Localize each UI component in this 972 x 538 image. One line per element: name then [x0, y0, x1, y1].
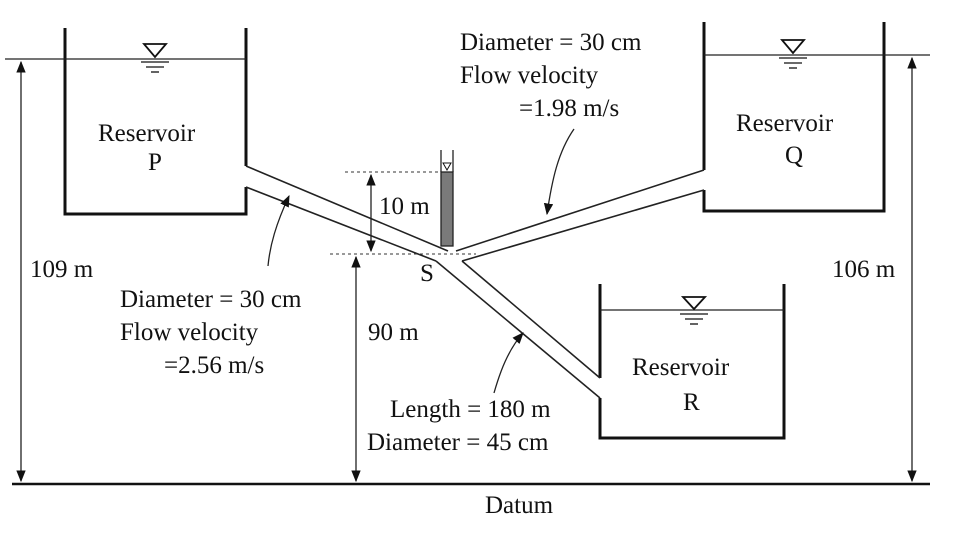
reservoir-r: Reservoir R: [598, 284, 786, 440]
pipe-q-lower-edge: [461, 189, 705, 262]
reservoir-p-elevation-label: 109 m: [30, 256, 94, 283]
pipe-p-leader: [267, 194, 290, 267]
reservoir-p-walls: [63, 28, 248, 216]
pipe-p-velocity-label: Flow velocity: [120, 319, 259, 346]
junction-elevation-label: 90 m: [368, 319, 419, 346]
pipe-q-leader: [543, 128, 575, 216]
pipe-r-upper-edge: [461, 260, 601, 379]
pipe-q-upper-edge: [455, 169, 705, 252]
pipe-network: [245, 165, 705, 399]
pipe-r-lower-edge: [435, 260, 601, 399]
water-level-symbol-r: [680, 296, 708, 325]
reservoir-r-letter: R: [683, 389, 700, 416]
reservoir-q-name: Reservoir: [736, 110, 834, 137]
pipe-r-diameter-label: Diameter = 45 cm: [367, 429, 549, 456]
reservoir-q-walls: [702, 22, 886, 213]
piezometer-height-label: 10 m: [379, 193, 430, 220]
reservoir-p-letter: P: [148, 149, 162, 176]
pipe-p-upper-edge: [245, 165, 449, 252]
pipe-p-diameter-label: Diameter = 30 cm: [120, 286, 302, 313]
reservoir-q-letter: Q: [785, 142, 803, 169]
water-level-symbol-q: [779, 39, 807, 69]
pipe-q-velocity-label: Flow velocity: [460, 62, 599, 89]
reservoir-p: Reservoir P: [63, 28, 248, 216]
reservoir-q-elevation-label: 106 m: [832, 256, 896, 283]
reservoir-p-name: Reservoir: [98, 120, 196, 147]
pipe-q-diameter-label: Diameter = 30 cm: [460, 29, 642, 56]
reservoir-r-name: Reservoir: [632, 354, 730, 381]
piezometer: [440, 150, 454, 247]
reservoir-q: Reservoir Q: [702, 22, 930, 213]
piezometer-water-column: [440, 171, 454, 247]
pipe-p-lower-edge: [245, 186, 437, 262]
junction-label: S: [420, 260, 434, 287]
datum-label: Datum: [485, 492, 554, 519]
reservoir-r-walls: [598, 284, 786, 440]
water-level-symbol-p: [141, 43, 169, 73]
pipe-r-leader: [493, 332, 524, 394]
pipe-q-velocity-value: =1.98 m/s: [519, 95, 619, 122]
pipe-r-length-label: Length = 180 m: [390, 396, 551, 423]
pipe-p-velocity-value: =2.56 m/s: [164, 352, 264, 379]
piezometer-level-symbol: [442, 162, 452, 172]
